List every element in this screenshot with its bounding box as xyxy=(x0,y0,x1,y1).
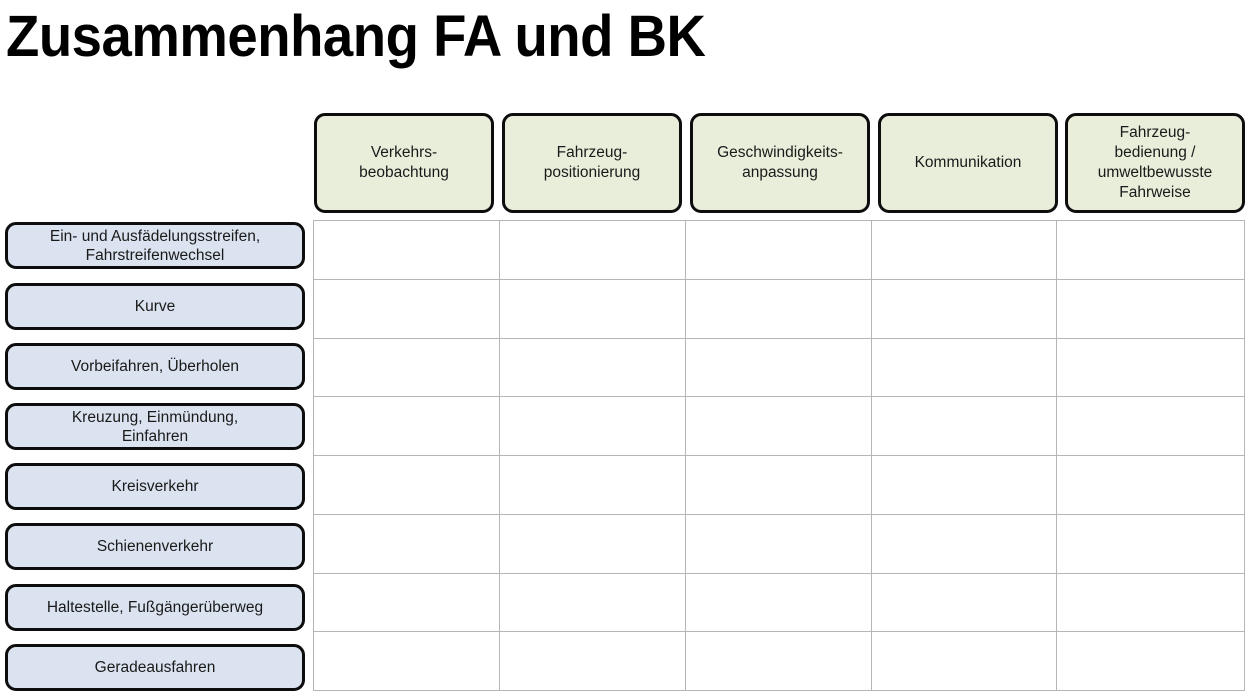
matrix-cell[interactable] xyxy=(314,221,500,279)
matrix-cell[interactable] xyxy=(686,456,872,514)
matrix-cell[interactable] xyxy=(1057,339,1244,397)
table-row xyxy=(314,632,1244,691)
table-row xyxy=(314,279,1244,339)
row-header-kurve[interactable]: Kurve xyxy=(5,283,305,330)
matrix-cell[interactable] xyxy=(872,338,1058,397)
matrix-cell[interactable] xyxy=(872,279,1058,338)
column-header-label: Fahrzeug- bedienung / umweltbewusste Fah… xyxy=(1097,124,1213,201)
row-header-schienenverkehr[interactable]: Schienenverkehr xyxy=(5,523,305,570)
matrix-cell[interactable] xyxy=(1057,280,1244,338)
column-header-fahrzeugpositionierung[interactable]: Fahrzeug- positionierung xyxy=(502,113,682,213)
matrix-cell[interactable] xyxy=(686,573,872,632)
matrix-cell[interactable] xyxy=(500,221,687,279)
row-header-haltestelle-fussgaengerueberweg[interactable]: Haltestelle, Fußgängerüberweg xyxy=(5,584,305,631)
matrix-cell[interactable] xyxy=(500,514,687,573)
matrix-cell[interactable] xyxy=(500,573,687,632)
matrix-cell[interactable] xyxy=(314,514,500,573)
table-row xyxy=(314,573,1244,633)
row-header-kreisverkehr[interactable]: Kreisverkehr xyxy=(5,463,305,510)
page-title: Zusammenhang FA und BK xyxy=(6,4,706,69)
matrix-cell[interactable] xyxy=(314,338,500,397)
row-header-label: Vorbeifahren, Überholen xyxy=(70,358,240,375)
matrix-cell[interactable] xyxy=(686,338,872,397)
column-header-fahrzeugbedienung[interactable]: Fahrzeug- bedienung / umweltbewusste Fah… xyxy=(1065,113,1245,213)
matrix-cell[interactable] xyxy=(314,573,500,632)
row-header-label: Haltestelle, Fußgängerüberweg xyxy=(46,599,264,616)
row-header-kreuzung-einmuendung-einfahren[interactable]: Kreuzung, Einmündung, Einfahren xyxy=(5,403,305,450)
table-row xyxy=(314,456,1244,515)
matrix-cell[interactable] xyxy=(1057,515,1244,573)
row-header-label: Kreuzung, Einmündung, Einfahren xyxy=(71,408,239,445)
row-header-label: Ein- und Ausfädelungsstreifen, Fahrstrei… xyxy=(49,227,261,264)
matrix-grid xyxy=(313,220,1245,691)
matrix-cell[interactable] xyxy=(500,456,687,514)
row-header-label: Geradeausfahren xyxy=(94,659,216,676)
matrix-cell[interactable] xyxy=(314,456,500,514)
matrix-cell[interactable] xyxy=(686,279,872,338)
row-header-vorbeifahren-ueberholen[interactable]: Vorbeifahren, Überholen xyxy=(5,343,305,390)
matrix-cell[interactable] xyxy=(872,514,1058,573)
matrix-cell[interactable] xyxy=(872,221,1058,279)
matrix-cell[interactable] xyxy=(1057,397,1244,455)
matrix-cell[interactable] xyxy=(1057,221,1244,279)
matrix-cell[interactable] xyxy=(872,632,1058,691)
table-row xyxy=(314,221,1244,280)
matrix-cell[interactable] xyxy=(872,573,1058,632)
matrix-cell[interactable] xyxy=(500,397,687,455)
matrix-cell[interactable] xyxy=(686,397,872,455)
column-header-label: Kommunikation xyxy=(914,154,1022,171)
matrix-cell[interactable] xyxy=(686,632,872,691)
matrix-cell[interactable] xyxy=(872,456,1058,514)
matrix-cell[interactable] xyxy=(1057,574,1244,632)
row-header-label: Schienenverkehr xyxy=(96,538,214,555)
row-header-label: Kreisverkehr xyxy=(111,478,199,495)
row-header-label: Kurve xyxy=(134,298,176,315)
row-header-geradeausfahren[interactable]: Geradeausfahren xyxy=(5,644,305,691)
matrix-cell[interactable] xyxy=(686,221,872,279)
table-row xyxy=(314,397,1244,456)
matrix-cell[interactable] xyxy=(500,632,687,691)
column-header-label: Geschwindigkeits- anpassung xyxy=(717,144,843,181)
table-row xyxy=(314,514,1244,574)
row-header-ein-und-ausfaedelungsstreifen[interactable]: Ein- und Ausfädelungsstreifen, Fahrstrei… xyxy=(5,222,305,269)
column-header-kommunikation[interactable]: Kommunikation xyxy=(878,113,1058,213)
matrix-cell[interactable] xyxy=(500,279,687,338)
matrix-cell[interactable] xyxy=(500,338,687,397)
table-row xyxy=(314,338,1244,398)
matrix-cell[interactable] xyxy=(314,397,500,455)
matrix-cell[interactable] xyxy=(686,514,872,573)
matrix-cell[interactable] xyxy=(1057,632,1244,691)
column-header-label: Verkehrs- beobachtung xyxy=(359,144,449,181)
matrix-cell[interactable] xyxy=(314,279,500,338)
column-header-geschwindigkeitsanpassung[interactable]: Geschwindigkeits- anpassung xyxy=(690,113,870,213)
matrix-cell[interactable] xyxy=(872,397,1058,455)
matrix-cell[interactable] xyxy=(314,632,500,691)
matrix-cell[interactable] xyxy=(1057,456,1244,514)
column-header-label: Fahrzeug- positionierung xyxy=(543,144,641,181)
column-header-verkehrsbeobachtung[interactable]: Verkehrs- beobachtung xyxy=(314,113,494,213)
